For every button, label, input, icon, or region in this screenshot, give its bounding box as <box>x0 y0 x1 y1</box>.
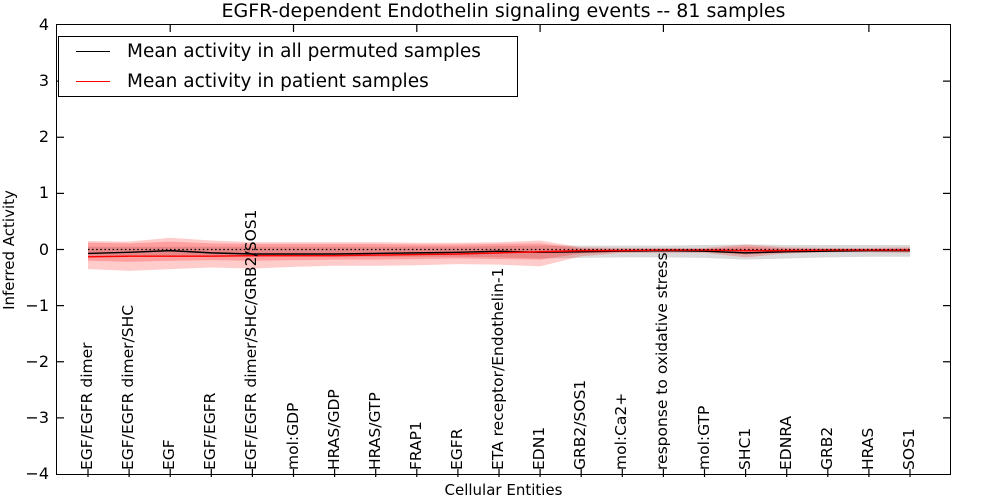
x-axis-label: Cellular Entities <box>444 481 563 499</box>
patient-line-swatch-icon <box>76 81 110 82</box>
y-tick-label: 2 <box>38 127 49 147</box>
y-tick-label: −1 <box>25 295 49 315</box>
x-tick-label: EGF/EGFR dimer/SHC <box>119 304 138 470</box>
x-tick-label: SOS1 <box>900 428 918 470</box>
x-tick-label: mol:Ca2+ <box>612 392 631 470</box>
permuted-mean-line <box>87 249 910 255</box>
legend-item-patient: Mean activity in patient samples <box>59 69 517 95</box>
y-tick-label: −2 <box>25 351 49 371</box>
x-tick-label: SHC1 <box>735 427 754 470</box>
legend-label-permuted: Mean activity in all permuted samples <box>127 41 481 62</box>
x-tick-label: mol:GTP <box>694 405 713 470</box>
x-tick-label: ETA receptor/Endothelin-1 <box>489 267 507 470</box>
x-tick-label: EGF/EGFR dimer <box>78 342 96 470</box>
legend-label-patient: Mean activity in patient samples <box>127 71 429 92</box>
legend: Mean activity in all permuted samples Me… <box>58 36 518 97</box>
y-tick-label: 3 <box>38 71 49 91</box>
plot-svg <box>57 25 950 477</box>
plot-area <box>56 24 951 475</box>
x-tick-label: FRAP1 <box>406 421 425 470</box>
y-tick-label: 4 <box>38 15 49 34</box>
y-tick-label: −4 <box>25 464 49 483</box>
x-tick-label: EGF <box>160 439 179 470</box>
x-tick-label: EGF/EGFR dimer/SHC/GRB2/SOS1 <box>242 209 261 470</box>
patient-mean-line <box>87 249 910 258</box>
x-tick-label: GRB2/SOS1 <box>571 379 590 470</box>
y-tick-label: 1 <box>38 183 49 203</box>
band-patient-samples-range-outer <box>88 237 910 271</box>
x-tick-label: EGFR <box>447 428 466 471</box>
x-tick-label: response to oxidative stress <box>653 252 672 470</box>
permuted-line-swatch-icon <box>76 51 110 52</box>
x-tick-label: EGF/EGFR <box>201 392 220 470</box>
chart-title: EGFR-dependent Endothelin signaling even… <box>221 0 786 22</box>
x-tick-label: mol:GDP <box>283 402 302 470</box>
x-tick-label: HRAS <box>858 427 877 470</box>
x-tick-label: EDN1 <box>530 426 549 470</box>
x-tick-label: GRB2 <box>817 426 836 470</box>
y-tick-label: −3 <box>25 407 49 427</box>
x-tick-label: HRAS/GTP <box>365 392 384 470</box>
y-tick-label: 0 <box>38 239 49 259</box>
x-tick-label: HRAS/GDP <box>324 389 343 470</box>
x-tick-label: EDNRA <box>776 415 795 470</box>
legend-item-permuted: Mean activity in all permuted samples <box>59 39 517 65</box>
